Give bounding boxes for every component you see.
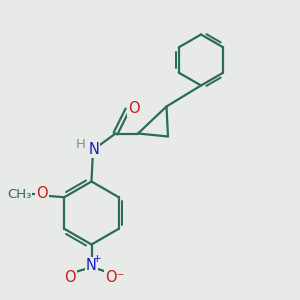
Text: O⁻: O⁻ (105, 270, 124, 285)
Text: +: + (93, 254, 101, 264)
Text: O: O (128, 100, 140, 116)
Text: O: O (36, 186, 47, 201)
Text: CH₃: CH₃ (7, 188, 31, 201)
Text: H: H (76, 138, 85, 151)
Text: O: O (64, 270, 76, 285)
Text: N: N (86, 258, 97, 273)
Text: N: N (88, 142, 99, 157)
